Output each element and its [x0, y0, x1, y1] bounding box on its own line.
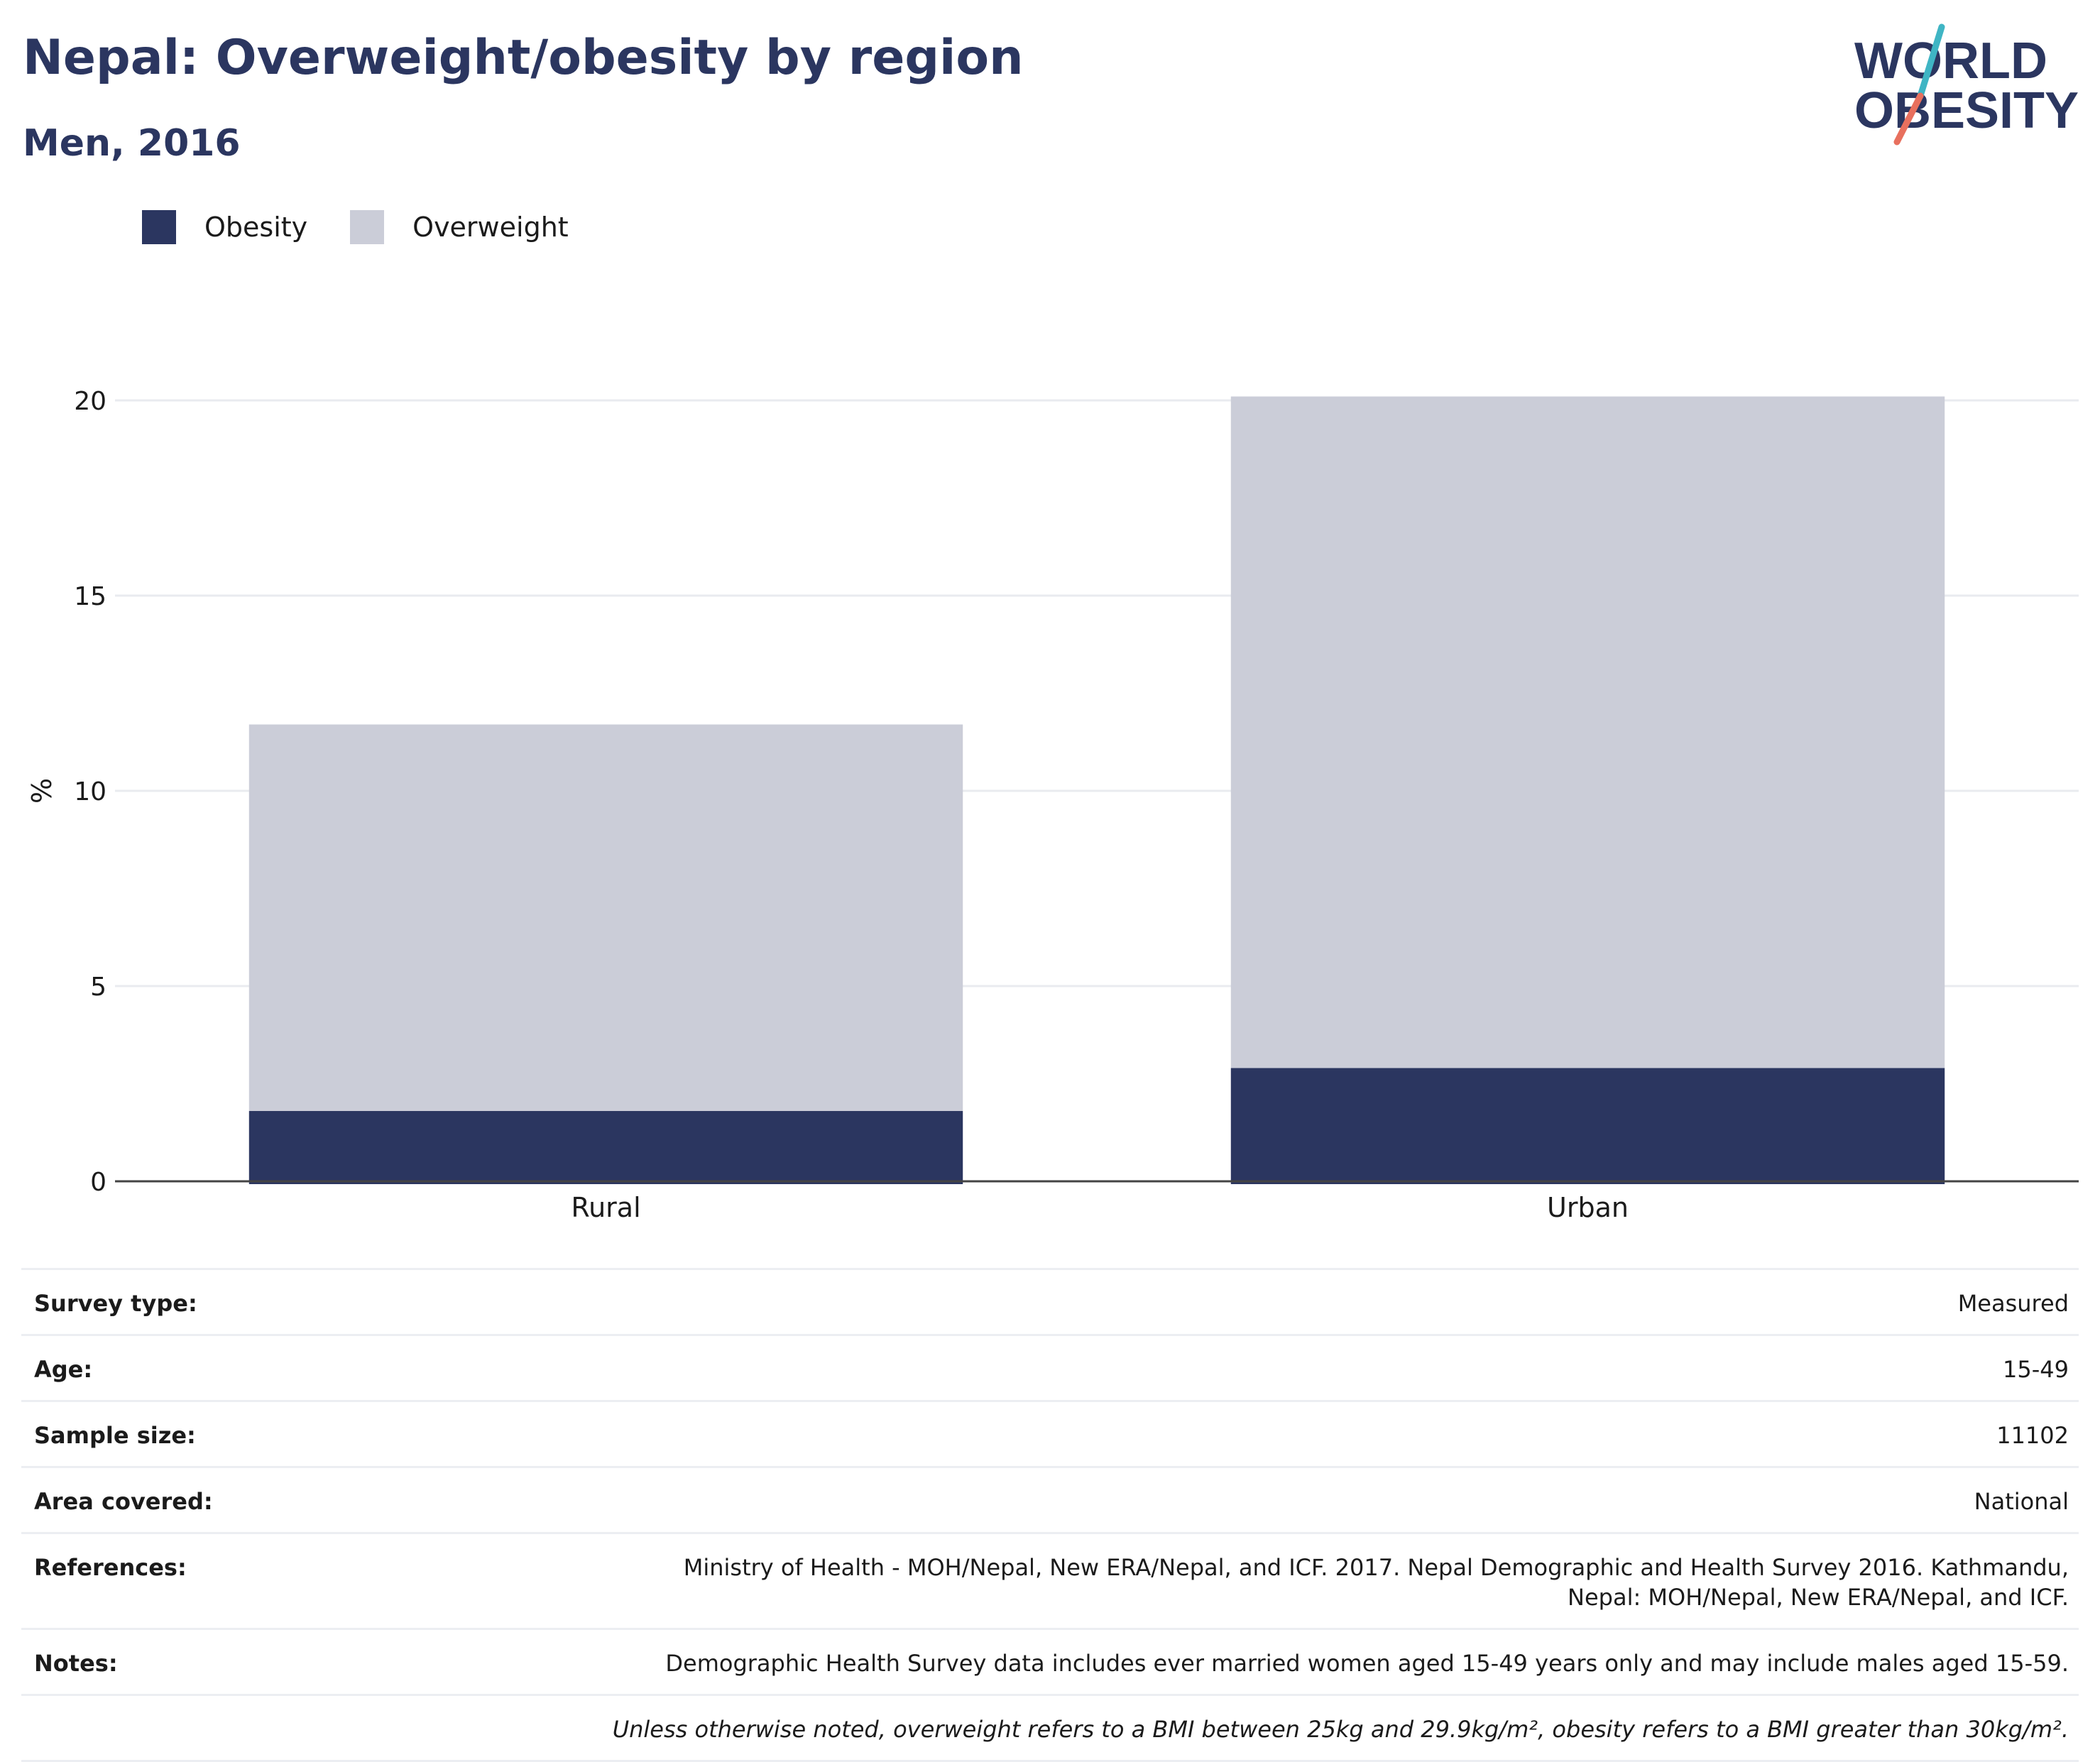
meta-value: Ministry of Health - MOH/Nepal, New ERA/…: [683, 1554, 2069, 1611]
meta-row-age: Age: 15-49: [21, 1336, 2079, 1402]
y-tick-label: 0: [90, 1168, 106, 1197]
world-obesity-logo: WORLD OBESITY: [1854, 23, 2079, 146]
meta-label: Notes:: [34, 1650, 118, 1677]
meta-value: Demographic Health Survey data includes …: [665, 1650, 2069, 1677]
bar-obesity-rural: [248, 1111, 963, 1184]
meta-value: 15-49: [2003, 1356, 2069, 1383]
svg-text:OBESITY: OBESITY: [1854, 82, 2079, 139]
legend-label-overweight: Overweight: [412, 212, 569, 243]
meta-row-area-covered: Area covered: National: [21, 1468, 2079, 1534]
meta-row-notes: Notes: Demographic Health Survey data in…: [21, 1630, 2079, 1696]
legend-swatch-overweight: [350, 210, 385, 244]
y-tick-label: 5: [90, 973, 106, 1002]
bmi-definition-footnote: Unless otherwise noted, overweight refer…: [612, 1716, 2069, 1743]
meta-label: Area covered:: [34, 1488, 213, 1515]
chart-subtitle: Men, 2016: [23, 122, 241, 165]
y-tick-label: 15: [74, 582, 106, 611]
bar-overweight-urban: [1230, 396, 1945, 1068]
meta-value: National: [1974, 1488, 2069, 1515]
y-tick-label: 20: [74, 387, 106, 416]
legend-swatch-obesity: [142, 210, 176, 244]
bar-obesity-urban: [1230, 1068, 1945, 1184]
y-axis-label: %: [26, 778, 58, 804]
meta-label: References:: [34, 1554, 187, 1581]
meta-value: 11102: [1996, 1422, 2069, 1449]
bar-layer: [248, 396, 1945, 1184]
legend-item-overweight[interactable]: Overweight: [350, 210, 569, 244]
meta-value: Measured: [1957, 1290, 2069, 1317]
legend-label-obesity: Obesity: [204, 212, 308, 243]
x-tick-label: Rural: [571, 1192, 640, 1223]
chart-legend: Obesity Overweight: [142, 210, 611, 244]
bar-overweight-rural: [248, 724, 963, 1111]
meta-row-survey-type: Survey type: Measured: [21, 1270, 2079, 1336]
meta-row-references: References: Ministry of Health - MOH/Nep…: [21, 1534, 2079, 1630]
y-tick-label: 10: [74, 777, 106, 806]
stacked-bar-chart: 0 5 10 15 20% Rural Urban: [26, 387, 2079, 1223]
legend-item-obesity[interactable]: Obesity: [142, 210, 307, 244]
chart-title: Nepal: Overweight/obesity by region: [23, 30, 1024, 86]
x-tick-label: Urban: [1547, 1192, 1629, 1223]
meta-label: Survey type:: [34, 1290, 197, 1317]
meta-label: Age:: [34, 1356, 93, 1383]
meta-label: Sample size:: [34, 1422, 196, 1449]
meta-row-sample-size: Sample size: 11102: [21, 1402, 2079, 1468]
svg-text:WORLD: WORLD: [1854, 33, 2047, 89]
survey-info-table: Survey type: Measured Age: 15-49 Sample …: [21, 1268, 2079, 1762]
axis-layer: 0 5 10 15 20% Rural Urban: [26, 387, 2079, 1223]
meta-footnote-row: Unless otherwise noted, overweight refer…: [21, 1696, 2079, 1762]
